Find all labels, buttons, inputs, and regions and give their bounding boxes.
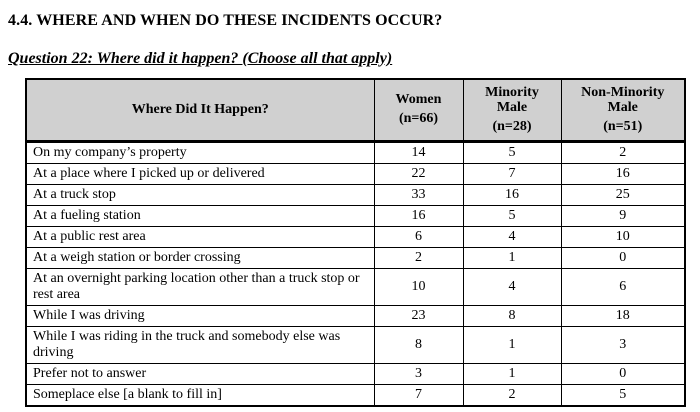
column-header-where: Where Did It Happen? [25,78,375,143]
column-header-n: (n=28) [492,118,532,134]
table-row: At a place where I picked up or delivere… [25,162,686,185]
row-label: While I was riding in the truck and some… [25,325,375,364]
section-heading: 4.4. WHERE AND WHEN DO THESE INCIDENTS O… [8,12,443,29]
row-value: 2 [560,140,686,164]
row-value: 4 [462,225,562,248]
row-value: 6 [560,267,686,306]
row-value: 7 [373,383,464,406]
table-row: While I was riding in the truck and some… [25,325,686,364]
row-value: 22 [373,162,464,185]
row-label: At a fueling station [25,204,375,227]
table-row: On my company’s property 14 5 2 [25,140,686,164]
row-label: At a place where I picked up or delivere… [25,162,375,185]
row-label: At a public rest area [25,225,375,248]
row-label: At a weigh station or border crossing [25,246,375,269]
table-row: At an overnight parking location other t… [25,267,686,306]
table-body: On my company’s property 14 5 2 At a place w… [25,140,686,406]
row-value: 1 [462,362,562,385]
column-header-label: Minority Male [485,84,539,116]
row-value: 6 [373,225,464,248]
row-value: 14 [373,140,464,164]
table-row: At a weigh station or border crossing 2 1 0 [25,246,686,269]
column-header-label: Where Did It Happen? [131,101,269,117]
table-row: Prefer not to answer 3 1 0 [25,362,686,385]
table-header-row: Where Did It Happen? Women (n=66) Minori… [25,78,686,143]
row-value: 9 [560,204,686,227]
column-header-n: (n=66) [398,111,439,127]
question-heading: Question 22: Where did it happen? (Choos… [8,50,393,67]
row-value: 5 [560,383,686,406]
row-value: 23 [373,304,464,327]
row-value: 4 [462,267,562,306]
row-value: 2 [373,246,464,269]
row-value: 16 [462,183,562,206]
table-row: At a public rest area 6 4 10 [25,225,686,248]
row-value: 10 [373,267,464,306]
row-value: 5 [462,204,562,227]
incident-location-table: Where Did It Happen? Women (n=66) Minori… [25,78,686,407]
table-row: While I was driving 23 8 18 [25,304,686,327]
row-value: 1 [462,325,562,364]
row-value: 2 [462,383,562,406]
column-header-women: Women (n=66) [373,78,464,143]
row-value: 0 [560,246,686,269]
row-value: 18 [560,304,686,327]
row-value: 1 [462,246,562,269]
row-value: 7 [462,162,562,185]
row-value: 8 [462,304,562,327]
column-header-label: Women [395,92,442,108]
row-value: 3 [373,362,464,385]
row-value: 33 [373,183,464,206]
column-header-n: (n=51) [603,118,643,134]
column-header-label: Non-Minority Male [581,84,665,116]
row-value: 0 [560,362,686,385]
table-row: At a fueling station 16 5 9 [25,204,686,227]
column-header-minority-male: Minority Male (n=28) [462,78,562,143]
row-value: 3 [560,325,686,364]
row-label: Someplace else [a blank to fill in] [25,383,375,406]
row-label: At an overnight parking location other t… [25,267,375,306]
table-row: At a truck stop 33 16 25 [25,183,686,206]
row-value: 16 [560,162,686,185]
row-value: 16 [373,204,464,227]
row-label: At a truck stop [25,183,375,206]
row-label: On my company’s property [25,140,375,164]
row-label: While I was driving [25,304,375,327]
column-header-non-minority-male: Non-Minority Male (n=51) [560,78,686,143]
row-value: 8 [373,325,464,364]
row-value: 25 [560,183,686,206]
row-label: Prefer not to answer [25,362,375,385]
row-value: 5 [462,140,562,164]
table-row: Someplace else [a blank to fill in] 7 2 5 [25,383,686,406]
row-value: 10 [560,225,686,248]
